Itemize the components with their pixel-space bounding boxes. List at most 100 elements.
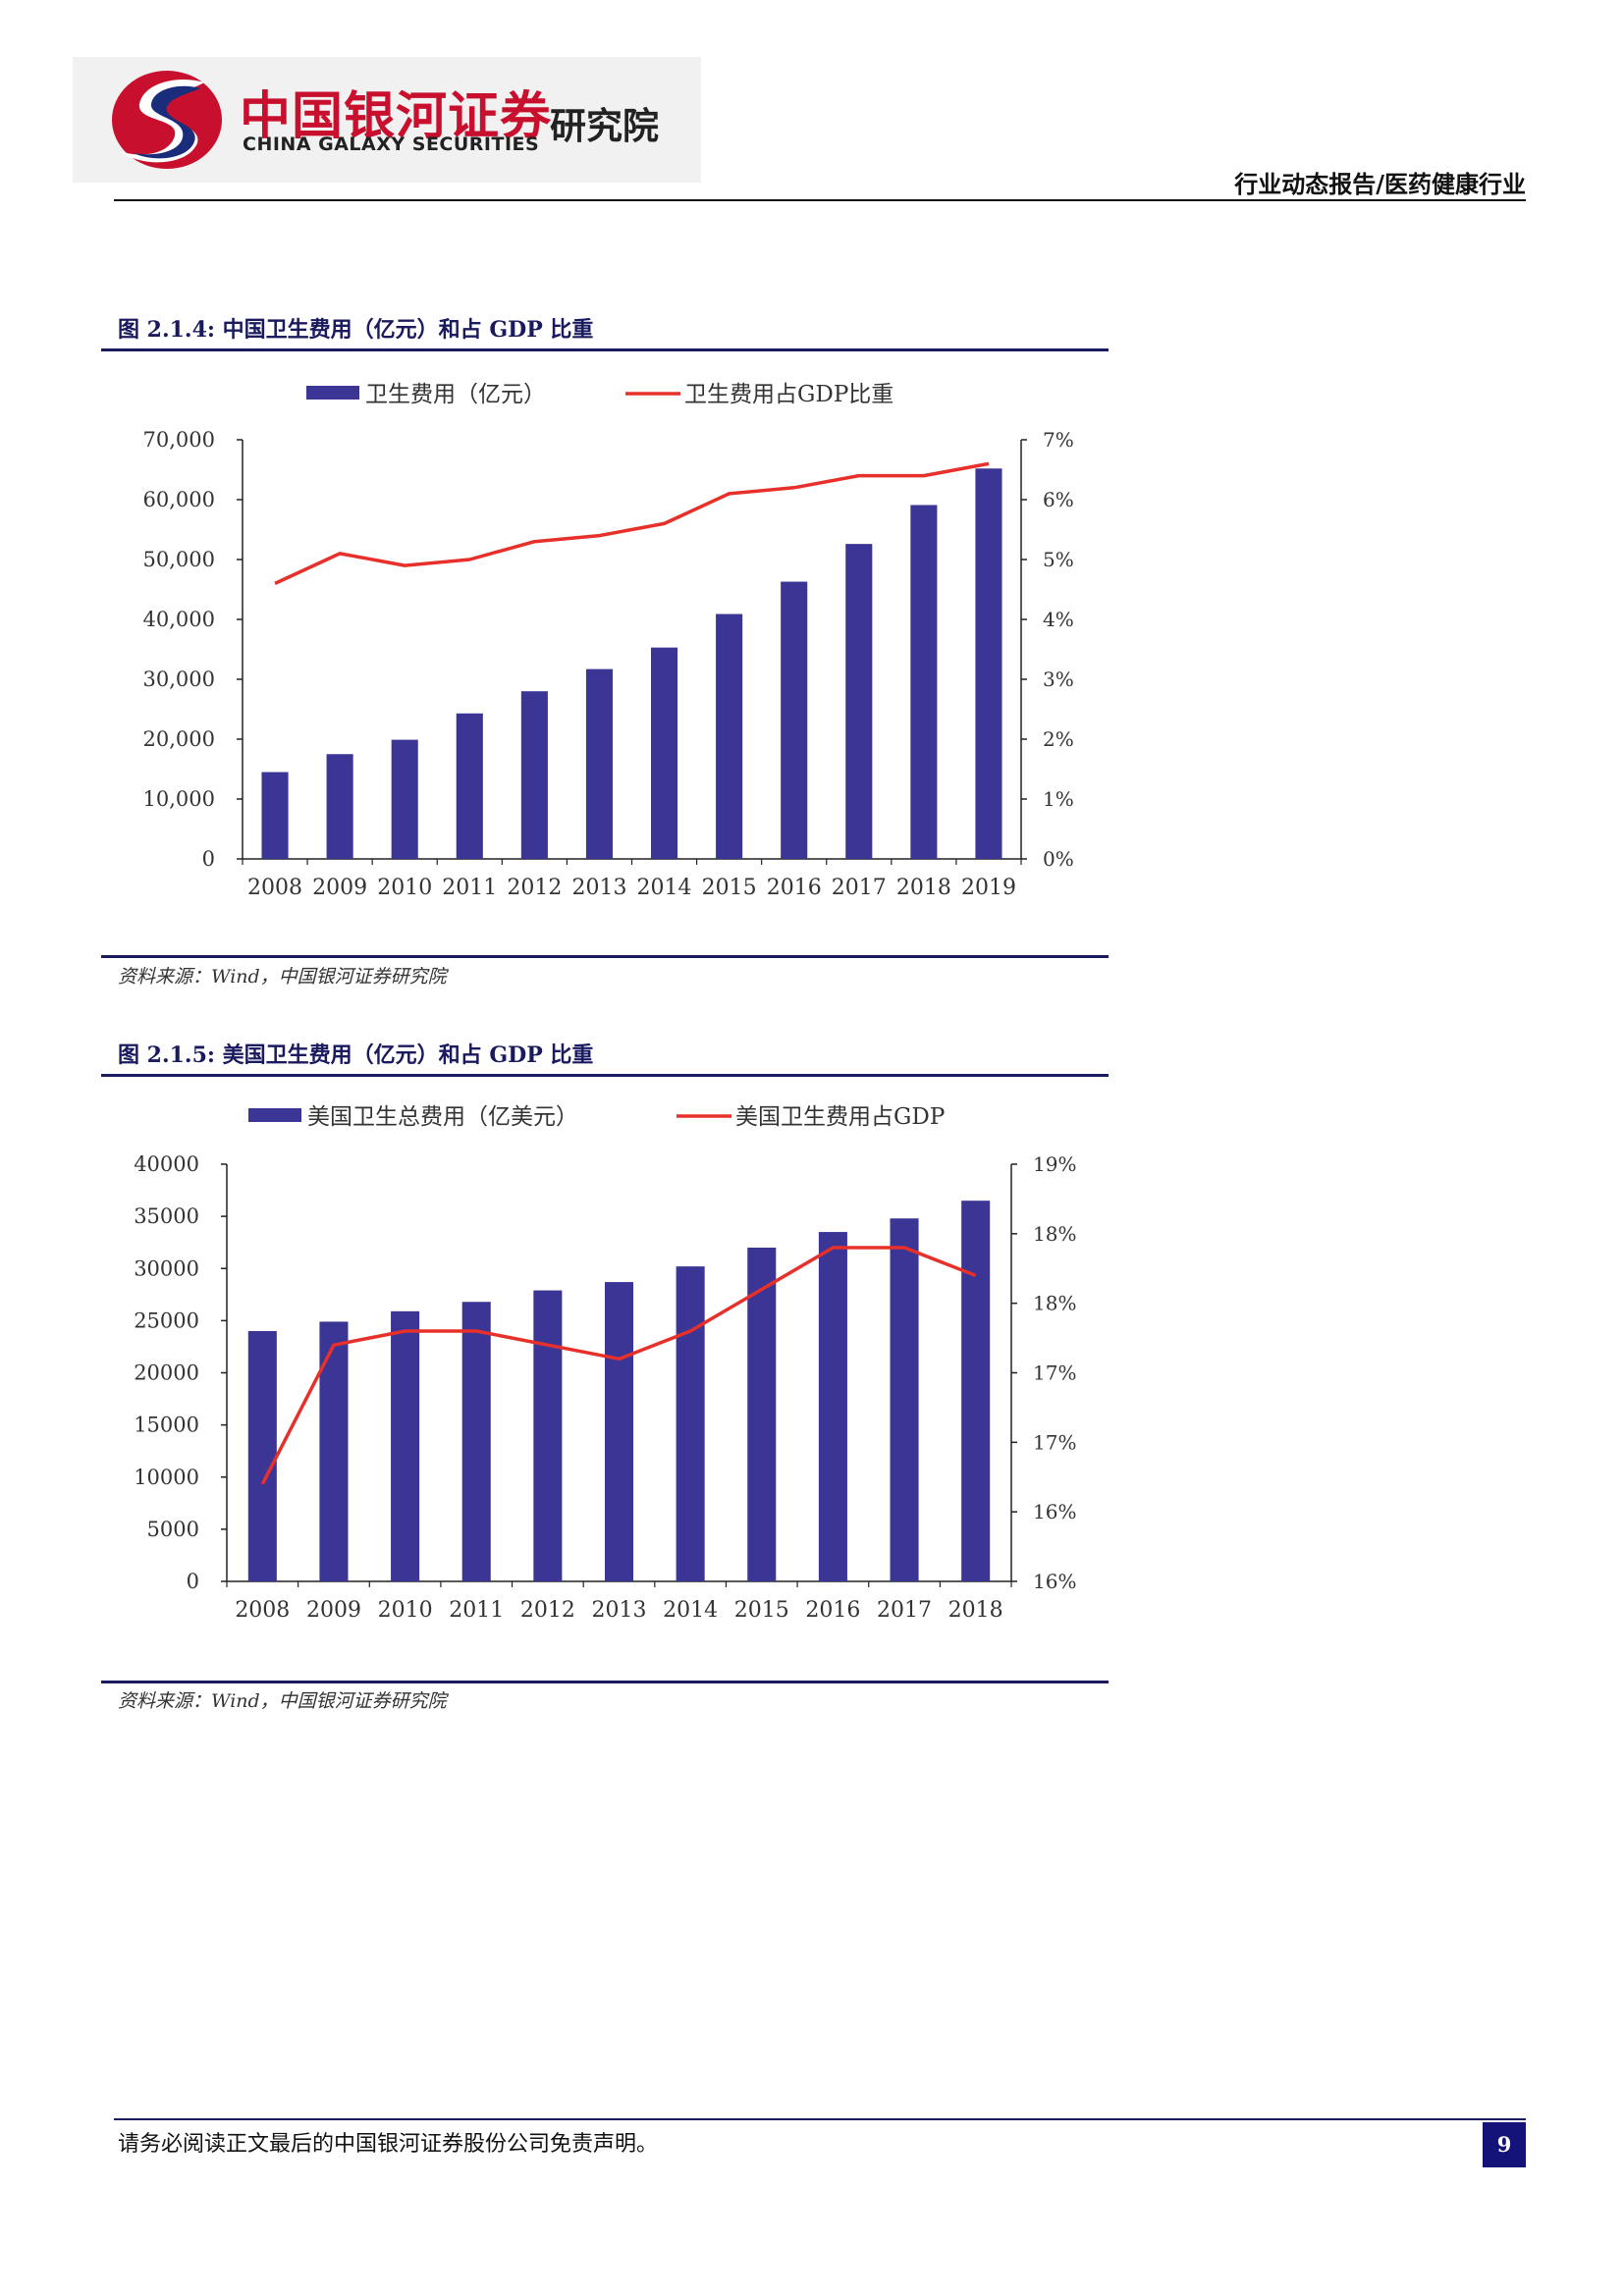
bar-2013	[604, 1282, 634, 1581]
bar-2016	[818, 1232, 847, 1581]
legend-line-label: 卫生费用占GDP比重	[684, 382, 893, 407]
legend-bar-label: 美国卫生总费用（亿美元）	[307, 1104, 578, 1130]
x-tick-label: 2011	[442, 876, 497, 900]
bar-2018	[910, 505, 938, 859]
y-left-tick-label: 10000	[134, 1466, 199, 1489]
y-left-tick-label: 20,000	[143, 727, 215, 751]
x-tick-label: 2008	[235, 1598, 290, 1623]
bar-2008	[247, 1331, 277, 1581]
y-right-tick-label: 1%	[1043, 787, 1074, 811]
figure-1-source: 资料来源：Wind，中国银河证券研究院	[118, 966, 447, 988]
footer-disclaimer: 请务必阅读正文最后的中国银河证券股份公司免责声明。	[118, 2132, 659, 2157]
x-tick-label: 2015	[702, 876, 757, 900]
y-left-tick-label: 0	[187, 1570, 199, 1593]
bar-2010	[391, 1310, 420, 1581]
figure-2-source: 资料来源：Wind，中国银河证券研究院	[118, 1690, 447, 1712]
x-tick-label: 2014	[637, 876, 692, 900]
x-tick-label: 2019	[961, 876, 1016, 900]
x-tick-label: 2017	[832, 876, 887, 900]
x-tick-label: 2012	[507, 876, 562, 900]
bar-2018	[961, 1201, 991, 1581]
legend-bar-label: 卫生费用（亿元）	[365, 382, 546, 407]
y-left-tick-label: 20000	[134, 1362, 199, 1385]
x-tick-label: 2017	[877, 1598, 932, 1623]
logo-institute: 研究院	[550, 105, 659, 147]
y-left-tick-label: 15000	[134, 1414, 199, 1437]
figure-1-bottom-rule	[101, 955, 1109, 958]
page-number: 9	[1483, 2122, 1526, 2167]
bar-2012	[520, 691, 548, 859]
bar-2008	[261, 772, 289, 859]
y-left-tick-label: 0	[202, 847, 215, 871]
legend-bar-swatch	[248, 1108, 301, 1122]
bar-2011	[456, 713, 483, 859]
x-tick-label: 2013	[571, 876, 626, 900]
x-tick-label: 2015	[734, 1598, 789, 1623]
y-left-tick-label: 40,000	[143, 608, 215, 631]
gdp-share-line	[260, 1246, 977, 1485]
y-right-tick-label: 7%	[1043, 428, 1074, 452]
bar-2012	[533, 1290, 563, 1581]
legend-line-label: 美国卫生费用占GDP	[735, 1104, 945, 1130]
gdp-share-line	[274, 461, 990, 585]
y-left-tick-label: 50,000	[143, 548, 215, 571]
y-left-tick-label: 40000	[134, 1152, 199, 1176]
bar-2017	[890, 1218, 919, 1581]
y-left-tick-label: 70,000	[143, 428, 215, 452]
x-tick-label: 2016	[805, 1598, 860, 1623]
y-right-tick-label: 17%	[1033, 1430, 1076, 1454]
y-right-tick-label: 4%	[1043, 608, 1074, 631]
y-left-tick-label: 5000	[147, 1518, 199, 1541]
china-health-expenditure-chart: 0 10,000 20,000 30,000 40,000 50,000 60,000 70,…	[143, 382, 1074, 900]
x-tick-label: 2018	[896, 876, 951, 900]
x-tick-label: 2010	[378, 1598, 433, 1623]
y-right-tick-label: 3%	[1043, 667, 1074, 691]
figure-1-title: 图 2.1.4: 中国卫生费用（亿元）和占 GDP 比重	[118, 317, 594, 343]
x-tick-label: 2014	[663, 1598, 718, 1623]
bar-2013	[585, 668, 614, 859]
y-left-tick-label: 30,000	[143, 667, 215, 691]
bar-2009	[319, 1321, 349, 1581]
y-right-tick-label: 16%	[1033, 1570, 1076, 1593]
figure-1-top-rule	[101, 348, 1109, 351]
figure-2-top-rule	[101, 1074, 1109, 1077]
bar-2016	[781, 581, 808, 859]
bar-2015	[747, 1248, 777, 1581]
y-right-tick-label: 5%	[1043, 548, 1074, 571]
y-left-tick-label: 35000	[134, 1204, 199, 1228]
bar-2010	[391, 739, 418, 859]
y-left-tick-label: 10,000	[143, 787, 215, 811]
bar-2014	[676, 1266, 705, 1581]
y-right-tick-label: 19%	[1033, 1152, 1076, 1176]
galaxy-logo-icon	[112, 71, 222, 169]
logo-chinese-name: 中国银河证券	[240, 87, 553, 146]
figure-2-title: 图 2.1.5: 美国卫生费用（亿元）和占 GDP 比重	[118, 1042, 594, 1068]
y-right-tick-label: 0%	[1043, 847, 1074, 871]
y-right-tick-label: 6%	[1043, 488, 1074, 511]
x-tick-label: 2008	[247, 876, 302, 900]
figure-2-bottom-rule	[101, 1681, 1109, 1683]
footer-divider	[114, 2118, 1526, 2120]
bar-2015	[716, 614, 743, 859]
x-tick-label: 2013	[592, 1598, 647, 1623]
y-right-tick-label: 18%	[1033, 1292, 1076, 1315]
header-divider	[114, 199, 1526, 201]
x-tick-label: 2012	[520, 1598, 575, 1623]
bar-2019	[975, 468, 1002, 859]
y-right-tick-label: 17%	[1033, 1362, 1076, 1385]
bar-2011	[461, 1302, 491, 1581]
y-left-tick-label: 25000	[134, 1308, 199, 1332]
x-tick-label: 2018	[948, 1598, 1003, 1623]
y-right-tick-label: 2%	[1043, 727, 1074, 751]
y-left-tick-label: 60,000	[143, 488, 215, 511]
legend-bar-swatch	[306, 386, 359, 400]
y-left-tick-label: 30000	[134, 1256, 199, 1280]
y-right-tick-label: 16%	[1033, 1500, 1076, 1523]
x-tick-label: 2009	[312, 876, 367, 900]
y-right-tick-label: 18%	[1033, 1222, 1076, 1246]
x-tick-label: 2016	[767, 876, 822, 900]
us-health-expenditure-chart: 0 5000 10000 15000 20000 25000 30000 35000 40000…	[134, 1104, 1076, 1623]
bar-2017	[845, 544, 873, 859]
x-tick-label: 2011	[449, 1598, 504, 1623]
logo-english-name: CHINA GALAXY SECURITIES	[243, 133, 540, 155]
